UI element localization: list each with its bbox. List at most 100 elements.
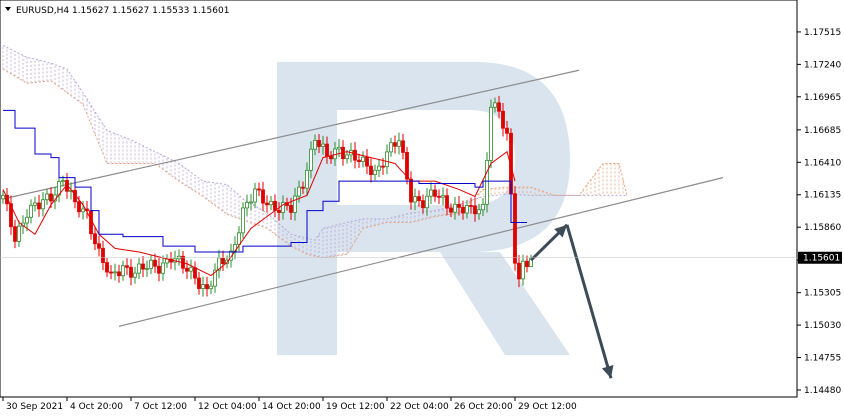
x-tick-label: 26 Oct 20:00 xyxy=(454,402,513,412)
candle-body xyxy=(409,178,413,203)
candle-body xyxy=(385,151,389,168)
candle-body xyxy=(481,203,485,211)
candle-body xyxy=(361,156,365,163)
candle-body xyxy=(245,201,249,209)
candle-body xyxy=(357,159,361,163)
plot-area xyxy=(0,0,798,398)
candle-body xyxy=(201,284,205,289)
channel-upper-line xyxy=(2,69,580,200)
channel-lower-line xyxy=(118,177,724,327)
candle-body xyxy=(141,263,145,270)
price-axis[interactable]: 1.17515 1.17240 1.16965 1.16685 1.16410 1.161… xyxy=(0,28,842,396)
candle-body xyxy=(329,155,333,160)
candle-body xyxy=(269,200,273,206)
ichimoku-lines xyxy=(2,109,527,277)
time-axis[interactable]: 30 Sep 2021 4 Oct 20:00 7 Oct 12:00 12 Oct … xyxy=(2,397,577,412)
candle-body xyxy=(209,285,213,290)
candle-body xyxy=(305,169,309,189)
candle-body xyxy=(193,267,197,279)
candle-body xyxy=(477,209,481,215)
candle-body xyxy=(493,102,497,108)
candle-body xyxy=(25,216,29,224)
candlesticks xyxy=(1,95,533,297)
candle-body xyxy=(525,260,529,268)
candle-body xyxy=(369,165,373,175)
candle-body xyxy=(513,193,517,264)
candle-body xyxy=(453,203,457,213)
candle-body xyxy=(521,260,525,280)
watermark-logo xyxy=(277,62,570,355)
candle-body xyxy=(517,262,521,280)
candle-body xyxy=(293,195,297,213)
candle-body xyxy=(149,259,153,269)
candle-body xyxy=(373,169,377,175)
candle-body xyxy=(161,262,165,274)
candle-body xyxy=(257,188,261,191)
candle-body xyxy=(261,189,265,204)
current-price-marker xyxy=(798,251,842,264)
candle-body xyxy=(49,193,53,202)
candle-body xyxy=(365,156,369,167)
candle-body xyxy=(429,189,433,197)
candle-body xyxy=(237,232,241,245)
candle-body xyxy=(401,140,405,153)
candle-body xyxy=(37,202,41,210)
ichimoku-cloud xyxy=(2,45,628,259)
candle-body xyxy=(321,143,325,147)
trend-channel xyxy=(2,69,724,327)
forecast-arrow-shaft xyxy=(565,224,613,379)
candle-body xyxy=(29,204,33,218)
candle-body xyxy=(129,266,133,278)
candle-body xyxy=(297,186,301,197)
candle-body xyxy=(125,265,129,268)
y-tick-label: 1.16410 xyxy=(804,158,841,168)
dropdown-triangle-icon[interactable] xyxy=(5,7,11,11)
candle-body xyxy=(221,257,225,265)
symbol-info: EURUSD,H4 1.15627 1.15627 1.15533 1.1560… xyxy=(16,6,229,16)
y-tick-label: 1.15305 xyxy=(804,289,841,299)
current-price-label: 1.15601 xyxy=(803,254,840,264)
candle-body xyxy=(5,194,9,205)
candle-body xyxy=(345,154,349,160)
candle-body xyxy=(133,272,137,278)
x-tick-label: 4 Oct 20:00 xyxy=(70,402,123,412)
candle-body xyxy=(153,259,157,267)
candle-body xyxy=(301,186,305,189)
candle-body xyxy=(185,267,189,272)
candle-body xyxy=(497,102,501,112)
candle-body xyxy=(165,258,169,264)
senkou-span-a xyxy=(2,68,628,259)
candle-body xyxy=(465,205,469,214)
candle-body xyxy=(113,271,117,274)
candle-body xyxy=(433,189,437,197)
candle-body xyxy=(137,263,141,274)
candle-body xyxy=(461,206,465,214)
candle-body xyxy=(229,250,233,261)
forecast-arrow-head xyxy=(601,365,614,379)
x-tick-label: 22 Oct 04:00 xyxy=(390,402,449,412)
candle-body xyxy=(189,267,193,272)
x-tick-label: 19 Oct 12:00 xyxy=(326,402,385,412)
candle-body xyxy=(397,140,401,147)
y-tick-label: 1.17240 xyxy=(804,60,841,70)
x-tick-label: 7 Oct 12:00 xyxy=(134,402,187,412)
candle-body xyxy=(121,265,125,277)
candle-body xyxy=(313,139,317,150)
candle-body xyxy=(425,195,429,209)
candle-body xyxy=(437,195,441,198)
candle-body xyxy=(485,159,489,205)
y-tick-label: 1.14480 xyxy=(804,386,841,396)
candle-body xyxy=(205,284,209,290)
candle-body xyxy=(317,139,321,147)
candle-body xyxy=(61,180,65,182)
candle-body xyxy=(505,127,509,134)
candle-body xyxy=(45,193,49,201)
y-tick-label: 1.15030 xyxy=(804,321,841,331)
x-tick-label: 30 Sep 2021 xyxy=(6,402,63,412)
candle-body xyxy=(33,202,37,206)
candle-body xyxy=(273,200,277,211)
candle-body xyxy=(337,146,341,150)
candle-body xyxy=(309,148,313,171)
candle-body xyxy=(241,207,245,234)
